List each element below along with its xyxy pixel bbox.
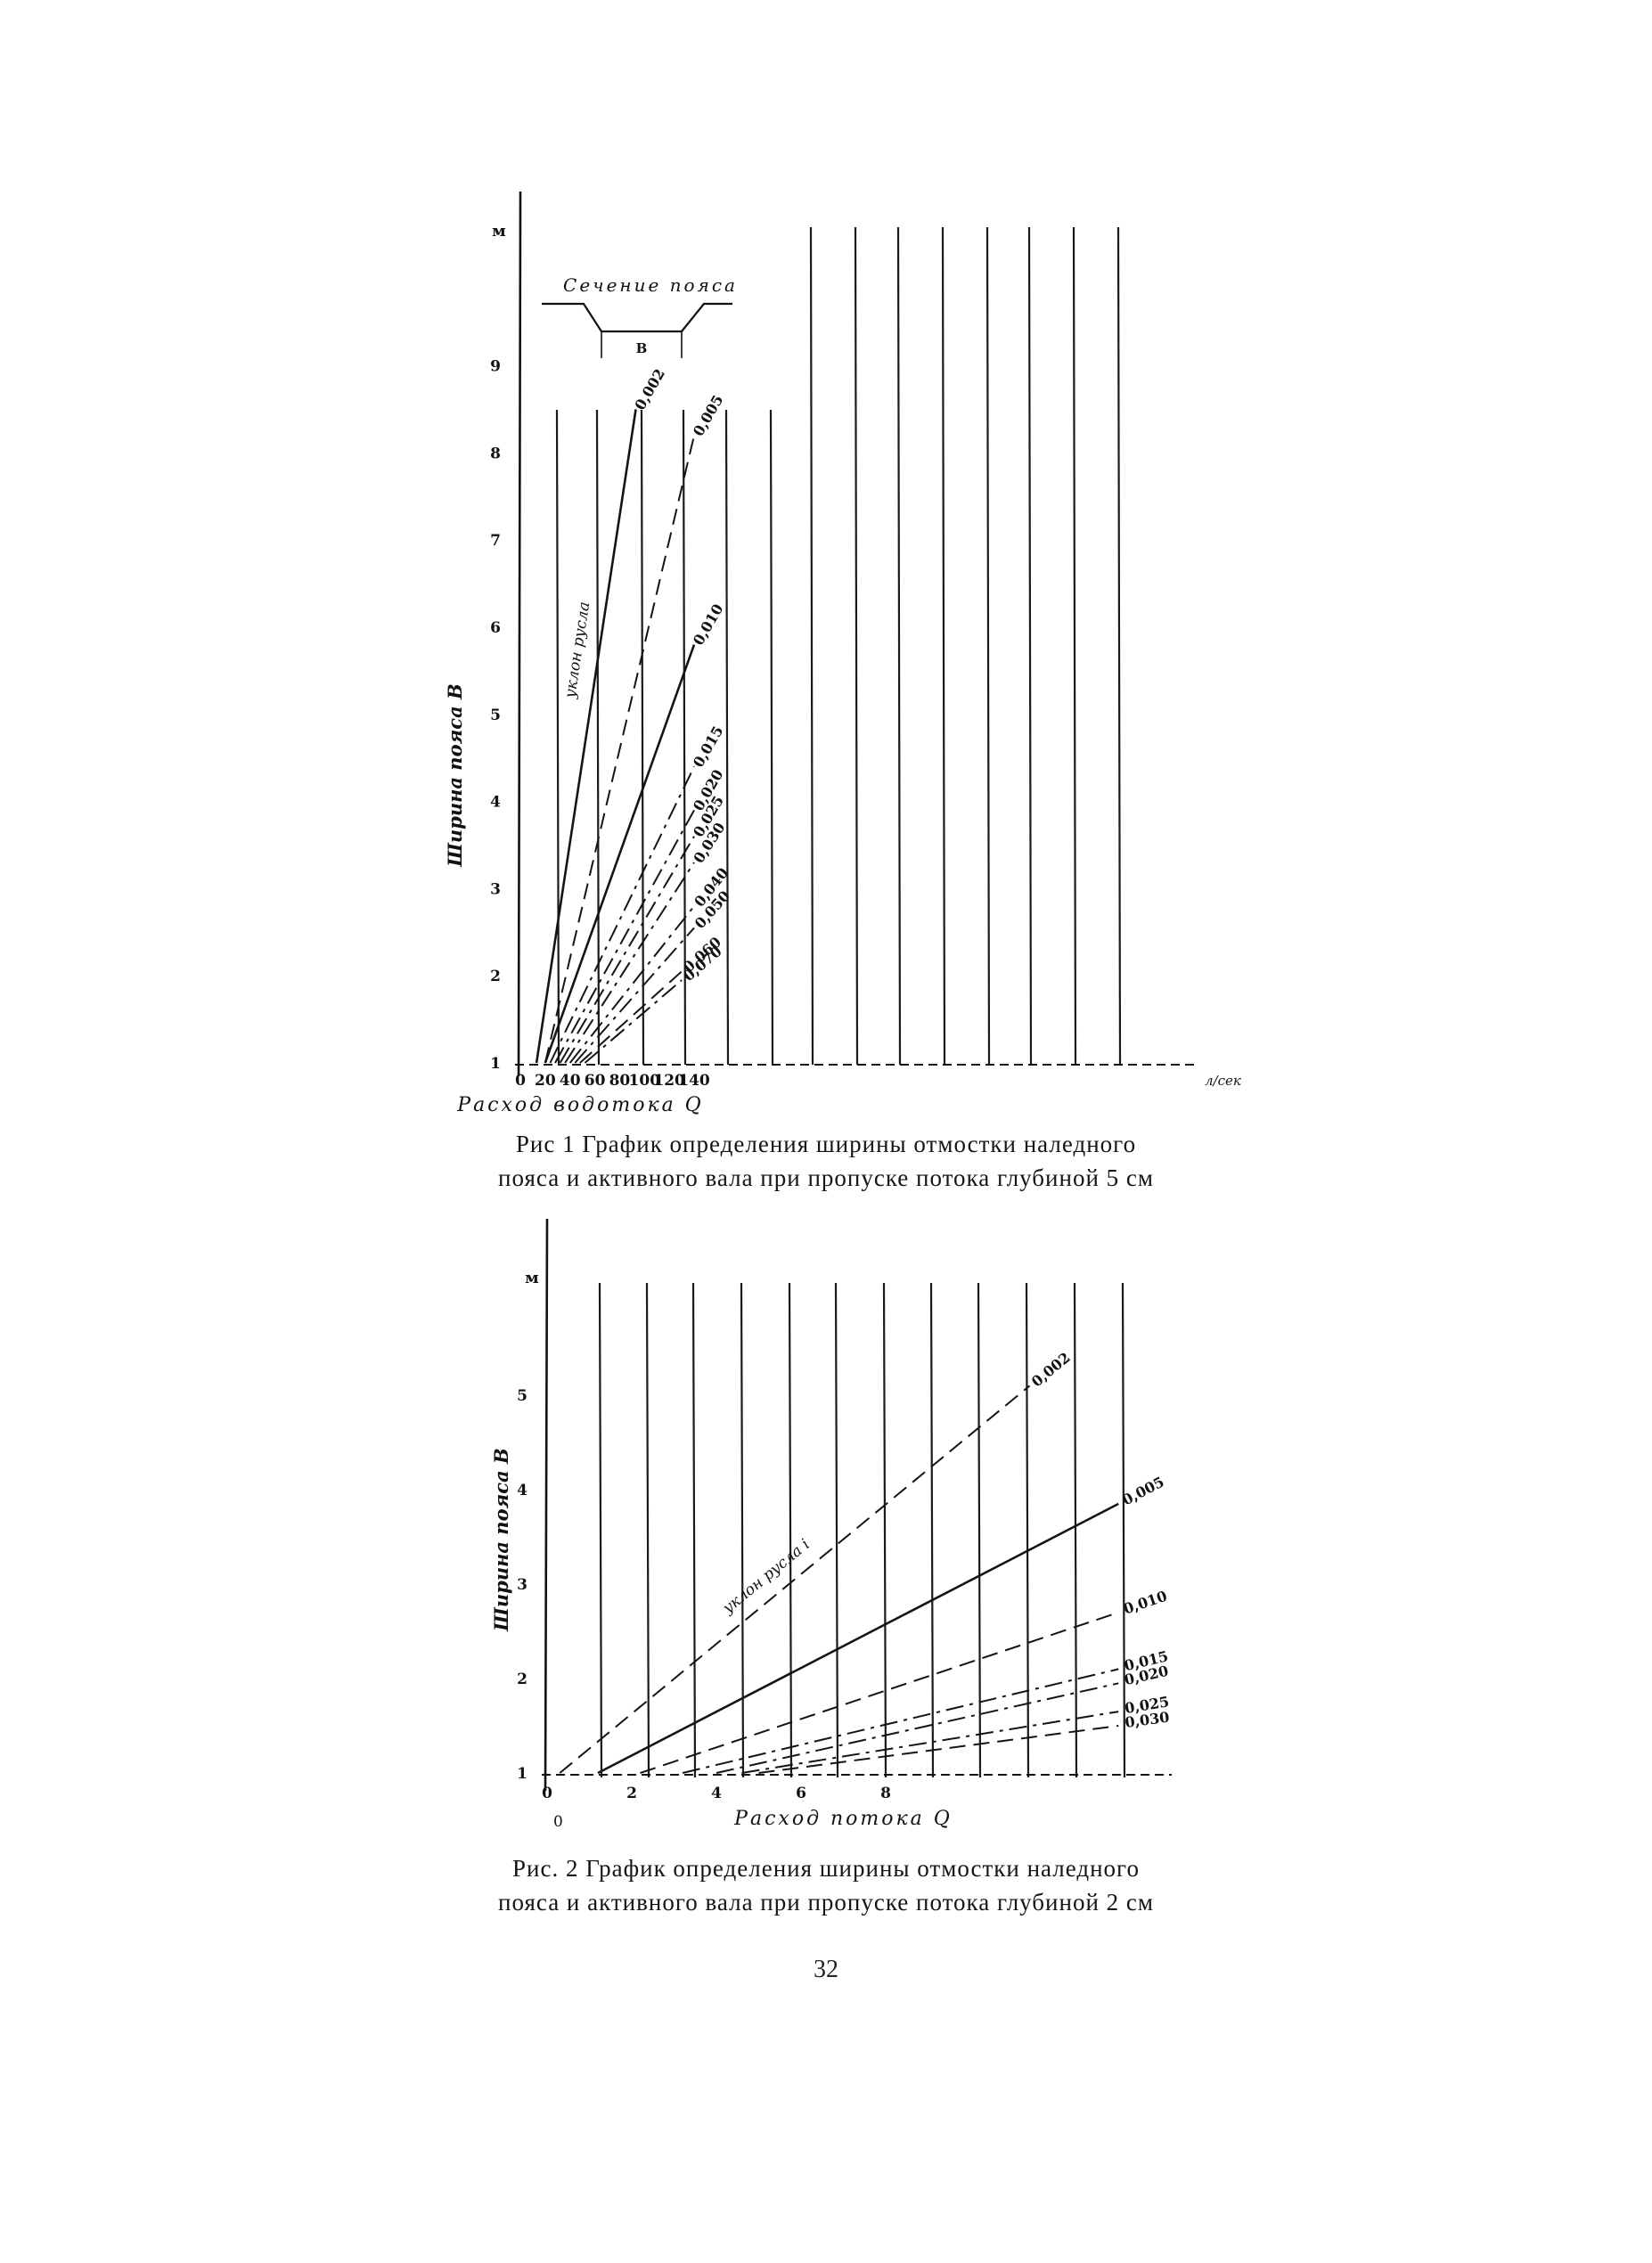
y-tick-label: 6 bbox=[490, 619, 501, 637]
grid-line bbox=[691, 1282, 697, 1778]
inset-title: Сечение пояса bbox=[563, 274, 738, 296]
grid-line bbox=[598, 1282, 603, 1778]
grid-line bbox=[896, 226, 902, 1066]
x-tick-label: 2 bbox=[626, 1785, 637, 1802]
grid-line bbox=[724, 409, 730, 1066]
inset-section-outline bbox=[542, 302, 732, 333]
y-tick-label: 4 bbox=[517, 1482, 527, 1499]
y-tick-label: 3 bbox=[517, 1576, 527, 1594]
page-number: 32 bbox=[814, 1956, 838, 1983]
y-axis-line bbox=[517, 191, 522, 1077]
grid-line bbox=[941, 226, 946, 1066]
grid-line bbox=[1121, 1282, 1126, 1778]
curve-annotation: уклон русла i bbox=[719, 1536, 814, 1618]
figure-2-caption-line-2: пояса и активного вала при пропуске пото… bbox=[498, 1889, 1154, 1916]
x-origin-label: 0 bbox=[553, 1813, 563, 1831]
grid-line bbox=[769, 409, 774, 1066]
series-line bbox=[544, 644, 696, 1064]
y-tick-label: 3 bbox=[490, 880, 501, 898]
grid-line bbox=[788, 1282, 793, 1778]
y-tick-label: 5 bbox=[490, 707, 501, 724]
series-line bbox=[758, 1725, 1119, 1774]
figure-1-caption-line-2: пояса и активного вала при пропуске пото… bbox=[498, 1164, 1154, 1191]
grid-line bbox=[834, 1282, 839, 1778]
x-tick-label: 4 bbox=[711, 1785, 722, 1802]
grid-line bbox=[640, 409, 645, 1066]
series-line bbox=[564, 862, 695, 1064]
x-tick-label: 60 bbox=[585, 1072, 606, 1090]
x-tick-label: 8 bbox=[880, 1785, 891, 1802]
x-axis-title: Расход потока Q bbox=[733, 1808, 953, 1830]
x-axis-title: Расход водотока Q bbox=[456, 1094, 703, 1116]
grid-line bbox=[977, 1282, 982, 1778]
x-unit-label: л/сек bbox=[1205, 1073, 1241, 1089]
x-tick-label: 0 bbox=[542, 1785, 552, 1802]
y-tick-label: 7 bbox=[490, 532, 501, 550]
chart-2-group: 1 2 3 4 5 м Ширина пояса В 0 2 4 6 8 Расход потока Q… bbox=[490, 1218, 1172, 1831]
grid-line bbox=[985, 226, 991, 1066]
figure-1-chart: 1 2 3 4 5 6 7 8 9 м Ширина пояса В 0 20 40 60 801001201… bbox=[444, 191, 1241, 1116]
inset-width-symbol: В bbox=[636, 340, 648, 356]
grid-line bbox=[809, 226, 814, 1066]
series-label: 0,002 bbox=[1028, 1349, 1074, 1391]
y-tick-label: 2 bbox=[517, 1671, 527, 1688]
x-tick-label: 140 bbox=[678, 1072, 710, 1090]
grid-line bbox=[1025, 1282, 1030, 1778]
series-line bbox=[544, 435, 695, 1064]
grid-line bbox=[1072, 226, 1077, 1066]
y-tick-label: 5 bbox=[517, 1387, 527, 1405]
grid-line bbox=[1116, 226, 1122, 1066]
y-tick-label: 1 bbox=[517, 1765, 527, 1783]
series-line bbox=[682, 1668, 1119, 1774]
figure-1-caption-line-1: Рис 1 График определения ширины отмостки… bbox=[515, 1131, 1137, 1157]
x-tick-label: 120 bbox=[653, 1072, 685, 1090]
series-label: 0,010 bbox=[1121, 1588, 1169, 1618]
grid-line bbox=[882, 1282, 887, 1778]
x-tick-label: 20 bbox=[535, 1072, 556, 1090]
grid-line bbox=[854, 226, 859, 1066]
y-tick-label: 9 bbox=[490, 358, 501, 376]
series-line bbox=[549, 766, 695, 1064]
series-line bbox=[640, 1611, 1119, 1774]
y-tick-label: 8 bbox=[490, 445, 501, 462]
series-line bbox=[559, 836, 695, 1064]
y-tick-label: 2 bbox=[490, 968, 501, 985]
figure-1-caption: Рис 1 График определения ширины отмостки… bbox=[0, 1127, 1652, 1195]
grid-line bbox=[1073, 1282, 1078, 1778]
series-line bbox=[716, 1682, 1119, 1774]
x-tick-label: 80 bbox=[609, 1072, 631, 1090]
grid-line bbox=[929, 1282, 935, 1778]
grid-line bbox=[740, 1282, 745, 1778]
y-axis-title: Ширина пояса В bbox=[444, 683, 466, 868]
x-tick-label: 6 bbox=[796, 1785, 806, 1802]
series-label: 0,005 bbox=[1119, 1474, 1166, 1509]
series-line bbox=[554, 809, 695, 1064]
y-axis-title: Ширина пояса В bbox=[490, 1448, 512, 1632]
figure-2-chart: 1 2 3 4 5 м Ширина пояса В 0 2 4 6 8 Расход потока Q… bbox=[490, 1218, 1172, 1831]
series-line bbox=[574, 927, 695, 1064]
grid-line bbox=[682, 409, 687, 1066]
figure-2-caption: Рис. 2 График определения ширины отмостк… bbox=[0, 1851, 1652, 1919]
series-line bbox=[559, 1385, 1031, 1774]
grid-line bbox=[645, 1282, 650, 1778]
x-tick-label: 40 bbox=[560, 1072, 581, 1090]
series-line bbox=[535, 409, 637, 1064]
y-unit-label: м bbox=[492, 222, 506, 241]
y-unit-label: м bbox=[525, 1269, 539, 1287]
grid-line bbox=[1027, 226, 1033, 1066]
y-axis-line bbox=[544, 1218, 549, 1792]
figure-2-caption-line-1: Рис. 2 График определения ширины отмостк… bbox=[512, 1855, 1140, 1882]
grid-line bbox=[555, 409, 560, 1066]
y-tick-label: 1 bbox=[490, 1055, 501, 1073]
series-line bbox=[584, 979, 683, 1064]
x-tick-label: 100 bbox=[629, 1072, 661, 1090]
grid-line bbox=[595, 409, 601, 1066]
y-tick-label: 4 bbox=[490, 794, 501, 812]
x-tick-label: 0 bbox=[515, 1072, 526, 1090]
series-line bbox=[597, 1502, 1119, 1775]
series-line bbox=[741, 1711, 1119, 1774]
